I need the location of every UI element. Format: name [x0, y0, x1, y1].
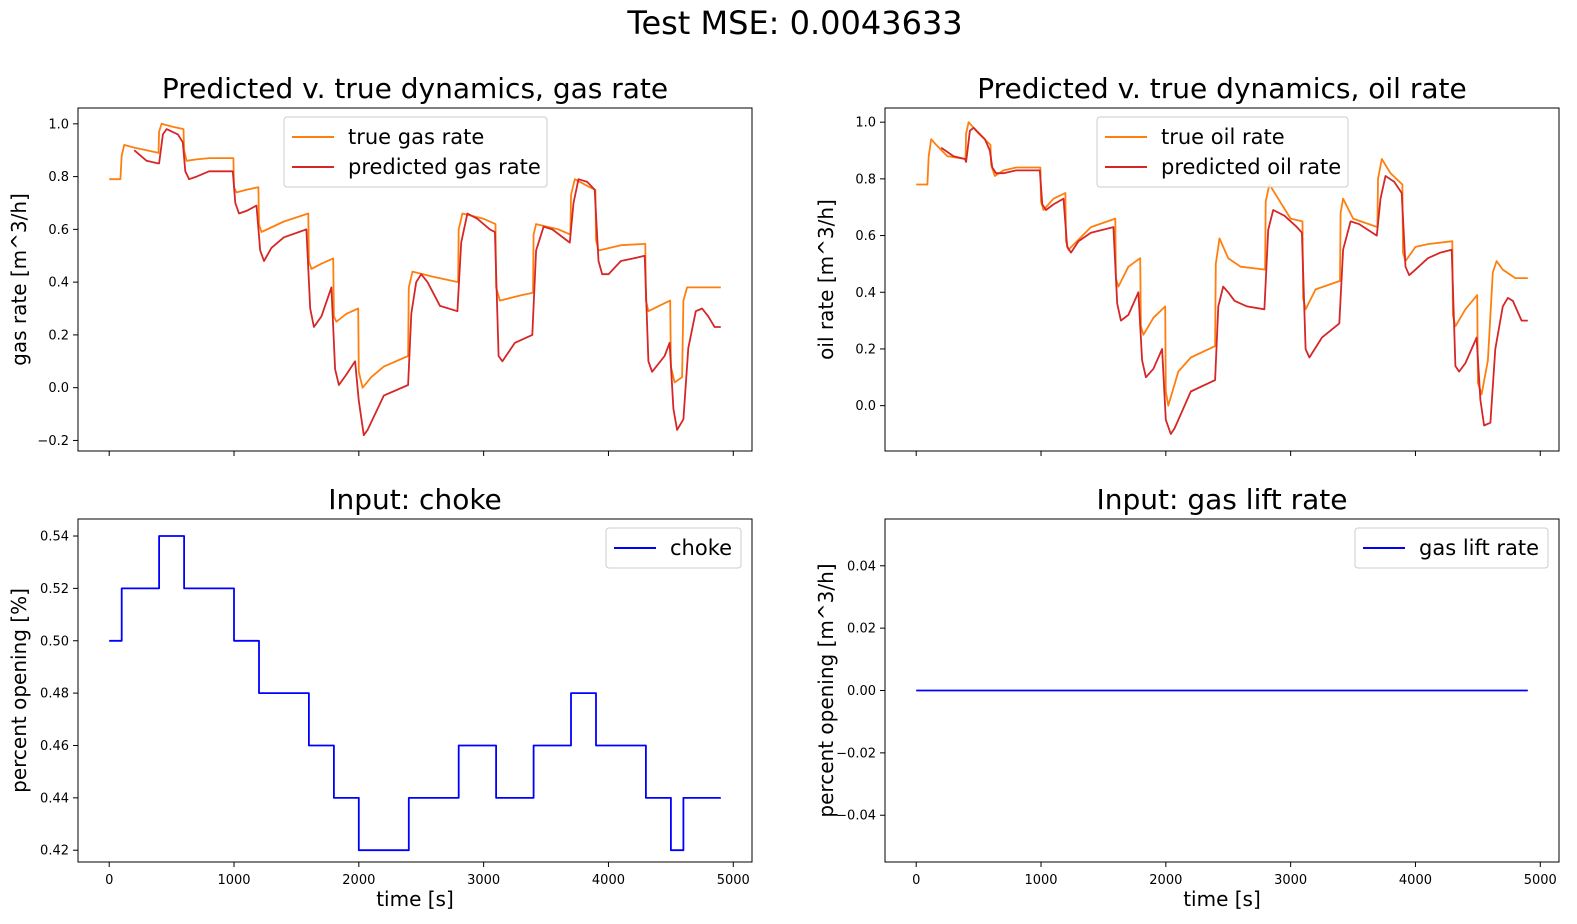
x-tick-label: 2000: [342, 873, 375, 888]
y-axis-label: percent opening [m^3/h]: [814, 563, 838, 817]
chart-oil: Predicted v. true dynamics, oil rate oil …: [814, 72, 1560, 456]
y-tick-label: 1.0: [855, 116, 876, 131]
axes-frame: [77, 107, 753, 452]
legend-label: choke: [670, 536, 732, 560]
chart-choke: Input: choke percent opening [%] 0.42 0.44 0…: [7, 483, 753, 911]
legend-box: [1096, 116, 1349, 188]
y-tick-label: 0.8: [855, 172, 876, 187]
legend-label: predicted oil rate: [1161, 155, 1341, 179]
axes-frame: [884, 107, 1560, 452]
x-tick-label: 3000: [467, 873, 500, 888]
chart-title: Predicted v. true dynamics, gas rate: [162, 72, 668, 105]
x-tick-label: 1000: [1024, 873, 1057, 888]
y-tick-label: 0.02: [847, 622, 876, 637]
y-axis-label: gas rate [m^3/h]: [7, 193, 31, 366]
y-tick-label: 0.6: [48, 223, 69, 238]
y-tick-label: 0.00: [847, 684, 876, 699]
y-tick-label: −0.04: [836, 809, 876, 824]
axes-frame: [884, 518, 1560, 863]
series-line-predicted-gas-rate: [133, 128, 721, 437]
x-tick-label: 2000: [1149, 873, 1182, 888]
y-tick-label: 0.0: [48, 381, 69, 396]
x-tick-label: 5000: [1524, 873, 1557, 888]
y-tick-label: 0.2: [855, 342, 876, 357]
x-tick-label: 3000: [1274, 873, 1307, 888]
legend-label: true gas rate: [348, 125, 484, 149]
chart-gaslift: Input: gas lift rate percent opening [m^3…: [814, 483, 1560, 911]
y-tick-label: 0.52: [40, 582, 69, 597]
series-line-true-gas-rate: [109, 122, 721, 389]
y-tick-label: 0.54: [40, 530, 69, 545]
x-tick-label: 1000: [217, 873, 250, 888]
y-axis-label: oil rate [m^3/h]: [814, 199, 838, 360]
chart-title: Input: gas lift rate: [1097, 483, 1348, 516]
legend: choke: [605, 527, 742, 569]
x-axis-label: time [s]: [1183, 887, 1261, 911]
y-tick-label: 1.0: [48, 117, 69, 132]
legend: true oil rate predicted oil rate: [1096, 116, 1349, 188]
legend-box: [605, 527, 742, 569]
figure-suptitle: Test MSE: 0.0043633: [626, 4, 962, 42]
series-line-choke: [109, 535, 721, 852]
legend-box: [283, 116, 548, 188]
chart-gas: Predicted v. true dynamics, gas rate gas …: [7, 72, 753, 456]
chart-title: Input: choke: [328, 483, 502, 516]
series-line-predicted-oil-rate: [940, 126, 1528, 435]
y-tick-label: 0.0: [855, 399, 876, 414]
y-tick-label: −0.02: [836, 746, 876, 761]
axes-frame: [77, 518, 753, 863]
legend-box: [1354, 527, 1549, 569]
legend-label: gas lift rate: [1419, 536, 1539, 560]
legend: gas lift rate: [1354, 527, 1549, 569]
legend-label: true oil rate: [1161, 125, 1285, 149]
y-tick-label: 0.8: [48, 170, 69, 185]
x-tick-label: 0: [912, 873, 920, 888]
y-tick-label: 0.4: [855, 286, 876, 301]
y-axis-label: percent opening [%]: [7, 588, 31, 793]
x-tick-label: 4000: [592, 873, 625, 888]
y-tick-label: 0.44: [40, 791, 69, 806]
x-tick-label: 0: [105, 873, 113, 888]
y-tick-label: 0.2: [48, 328, 69, 343]
y-tick-label: 0.48: [40, 687, 69, 702]
y-tick-label: 0.42: [40, 844, 69, 859]
y-tick-label: 0.4: [48, 276, 69, 291]
y-tick-label: 0.6: [855, 229, 876, 244]
x-tick-label: 5000: [717, 873, 750, 888]
y-tick-label: 0.50: [40, 634, 69, 649]
y-tick-label: −0.2: [37, 434, 69, 449]
chart-title: Predicted v. true dynamics, oil rate: [977, 72, 1466, 105]
chart-panels: Predicted v. true dynamics, gas rate gas …: [7, 72, 1560, 911]
legend-label: predicted gas rate: [348, 155, 541, 179]
legend: true gas rate predicted gas rate: [283, 116, 548, 188]
y-tick-label: 0.04: [847, 559, 876, 574]
y-tick-label: 0.46: [40, 739, 69, 754]
x-tick-label: 4000: [1399, 873, 1432, 888]
x-axis-label: time [s]: [376, 887, 454, 911]
